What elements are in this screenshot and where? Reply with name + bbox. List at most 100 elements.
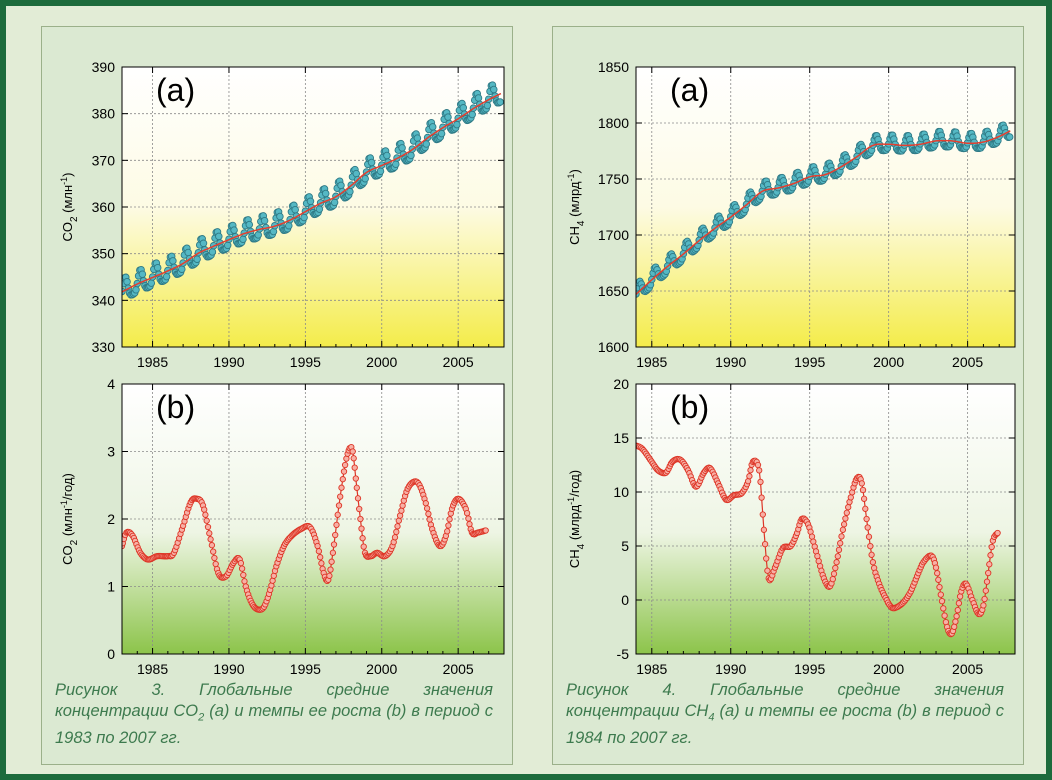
plot-frame (635, 383, 1016, 655)
x-tick-label: 2005 (443, 661, 474, 677)
growth-point (210, 548, 217, 555)
monthly-point (199, 239, 208, 248)
figure-4-caption: Рисунок 4. Глобальные средние значения к… (566, 680, 1004, 749)
monthly-point (193, 255, 201, 263)
growth-point (980, 602, 987, 609)
trend-line (122, 92, 502, 293)
growth-point (985, 569, 992, 577)
y-tick-label: -5 (617, 646, 630, 662)
growth-point (327, 566, 334, 573)
x-tick-label: 1995 (794, 661, 825, 677)
monthly-point (376, 167, 385, 175)
growth-point (834, 553, 841, 560)
growth-point (763, 555, 770, 562)
growth-point (422, 500, 429, 507)
x-tick-label: 1985 (636, 354, 667, 370)
monthly-point (383, 151, 391, 160)
panel-tag: (a) (156, 72, 195, 108)
growth-point (760, 526, 768, 533)
growth-point (865, 533, 873, 540)
growth-point (869, 559, 877, 566)
monthly-point (361, 174, 369, 183)
monthly-point (230, 226, 238, 234)
monthly-point (330, 198, 339, 207)
growth-point (932, 564, 940, 571)
monthly-point (444, 113, 452, 121)
growth-point (240, 571, 247, 579)
figure-3-panel: 1985 1990 1995 2000 2005 330 340 350 360 370 380 39… (41, 26, 513, 765)
growth-point (744, 478, 752, 485)
growth-point (842, 515, 849, 522)
monthly-point (422, 140, 431, 148)
figure-page: 1985 1990 1995 2000 2005 330 340 350 360 370 380 39… (6, 6, 1046, 774)
growth-point (860, 495, 868, 502)
growth-point (314, 542, 321, 550)
figure-3-caption-prefix: Рисунок 3. Глобальные средние значения к… (55, 681, 493, 720)
growth-point (863, 515, 870, 523)
growth-point (839, 526, 847, 533)
x-tick-label: 1990 (213, 354, 244, 370)
growth-point (953, 613, 960, 620)
growth-point (938, 597, 946, 605)
growth-point (758, 494, 765, 501)
growth-point (334, 511, 341, 518)
growth-point (862, 505, 869, 512)
growth-point (353, 484, 360, 491)
y-tick-label: 340 (92, 292, 116, 308)
growth-point (423, 505, 431, 512)
monthly-point (413, 134, 422, 142)
growth-point (317, 554, 324, 561)
growth-point (981, 595, 988, 603)
growth-point (814, 552, 821, 560)
growth-point (395, 517, 402, 524)
growth-point (952, 618, 959, 625)
y-tick-label: 1650 (598, 283, 629, 299)
growth-point (955, 600, 963, 607)
growth-point (338, 484, 345, 491)
monthly-point (300, 213, 308, 222)
y-tick-label: 1700 (598, 227, 629, 243)
growth-point (352, 475, 359, 482)
monthly-point (496, 98, 504, 106)
growth-point (359, 535, 366, 542)
panel-tag: (b) (156, 389, 195, 425)
monthly-point (306, 197, 315, 206)
growth-point (988, 543, 995, 551)
monthly-point (223, 241, 232, 250)
co2-concentration-chart: 1985 1990 1995 2000 2005 330 340 350 360 370 380 39… (59, 59, 505, 370)
growth-point (835, 546, 843, 554)
plot-background (636, 384, 1015, 654)
growth-point (315, 548, 323, 555)
x-tick-label: 1985 (636, 661, 667, 677)
growth-point (754, 461, 762, 469)
panel-tag: (a) (670, 72, 709, 108)
y-tick-label: 380 (92, 106, 116, 122)
monthly-point (147, 279, 156, 287)
monthly-point (254, 231, 262, 239)
figure-4-caption-suffix: (a) и темпы ее роста (b) в период с 1984… (566, 702, 1004, 748)
growth-point (867, 542, 874, 550)
growth-point (204, 523, 212, 531)
growth-point (761, 540, 769, 548)
monthly-point (352, 169, 361, 178)
y-tick-label: 3 (107, 444, 115, 460)
monthly-point (153, 263, 162, 272)
y-tick-label: 390 (92, 59, 116, 75)
monthly-point (428, 123, 437, 131)
figure-4-caption-prefix: Рисунок 4. Глобальные средние значения к… (566, 681, 1004, 720)
monthly-point (162, 272, 171, 281)
y-tick-label: 1 (107, 579, 115, 595)
growth-point (329, 549, 337, 556)
growth-point (982, 587, 989, 594)
growth-point (393, 528, 400, 536)
growth-point (358, 525, 365, 532)
monthly-point (490, 85, 498, 94)
y-tick-label: 10 (613, 484, 629, 500)
plot-frame (121, 383, 505, 655)
plot-background (636, 67, 1015, 347)
growth-point (994, 529, 1001, 537)
monthly-point (337, 181, 345, 190)
co2-growth-rate-chart: 1985 1990 1995 2000 2005 0 1 2 3 4 CO2 (млн-1/год)… (59, 376, 505, 677)
figure-4-caption-subscript: 4 (708, 711, 715, 724)
growth-point (847, 494, 854, 501)
